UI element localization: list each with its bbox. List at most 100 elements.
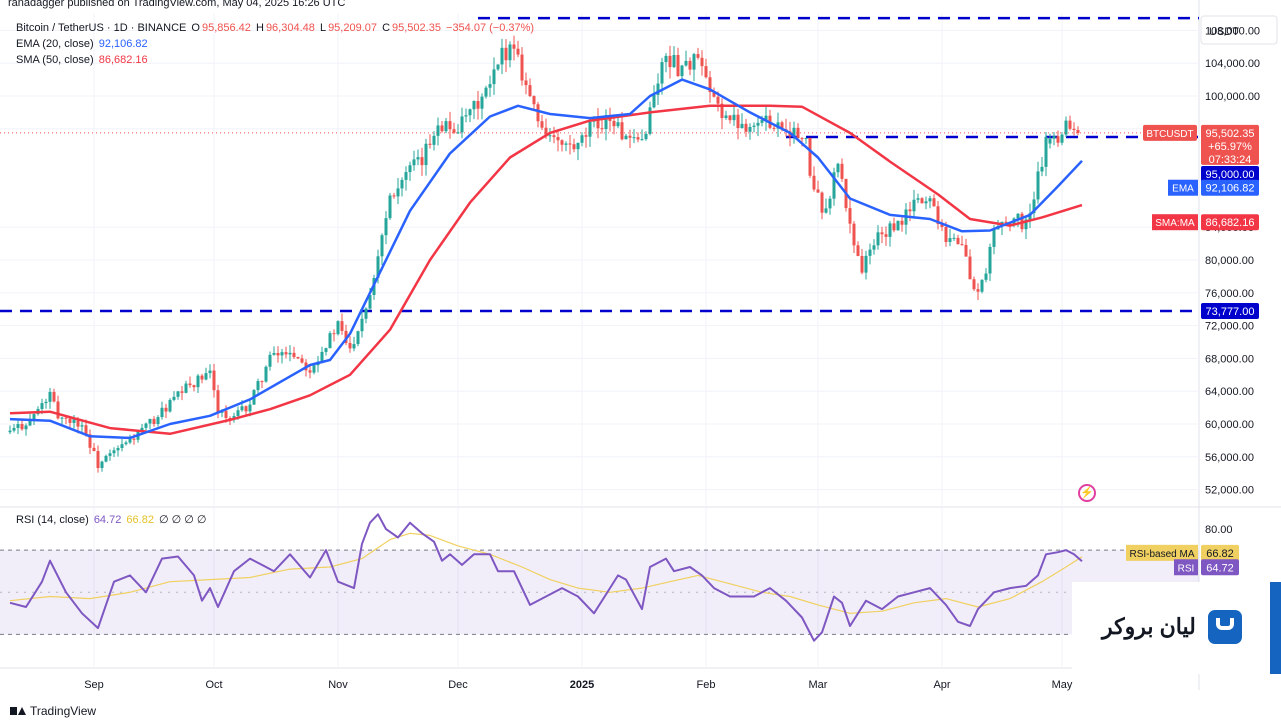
candle-body (504, 47, 508, 61)
time-tick-label: 2025 (570, 679, 594, 691)
candle-body (640, 139, 644, 141)
candle-body (944, 226, 948, 243)
candle-body (928, 198, 932, 202)
candle-body (664, 55, 668, 63)
ema-legend[interactable]: EMA (20, close) 92,106.82 (16, 36, 150, 52)
candle-body (692, 54, 696, 70)
candle-body (888, 223, 892, 237)
ema-20-line (9, 78, 1083, 440)
candle-body (816, 189, 820, 193)
price-badge-bg (1201, 124, 1259, 165)
symbol-legend[interactable]: Bitcoin / TetherUS · 1D · BINANCE O 95,85… (16, 20, 536, 36)
candle-body (360, 318, 364, 332)
sma-legend[interactable]: SMA (50, close) 86,682.16 (16, 52, 150, 68)
candle-body (280, 352, 284, 356)
candle-body (12, 428, 16, 431)
chart-grid (0, 0, 1281, 690)
candle-body (152, 418, 156, 425)
candle-body (972, 279, 976, 290)
level-73k-badge-text: 73,777.00 (1206, 306, 1255, 318)
price-badges: BTCUSDT 95,502.35+65.97%07:33:24 95,000.00… (1126, 124, 1259, 576)
candle-body (796, 127, 800, 139)
price-tick-label: 100,000.00 (1205, 91, 1260, 103)
level-95k-badge-bg (1201, 166, 1259, 182)
candle-body (1076, 129, 1080, 133)
candle-body (384, 218, 388, 236)
candle-body (412, 159, 416, 166)
time-tick-label: Oct (205, 679, 222, 691)
candle-body (992, 229, 996, 247)
price-tick-label: 52,000.00 (1205, 485, 1254, 497)
candle-body (64, 417, 68, 419)
tradingview-logo[interactable]: TradingView (10, 704, 96, 718)
rsi-ma-tag: RSI-based MA (1129, 549, 1194, 560)
candle-body (984, 273, 988, 280)
rsi-ma-legend-value: 66.82 (126, 514, 154, 526)
watermark-logo-icon (1208, 610, 1242, 644)
publisher-line: ranadagger published on TradingView.com,… (8, 0, 346, 9)
candle-body (860, 255, 864, 273)
candle-body (144, 423, 148, 428)
watermark-text: لیان بروکر (1102, 614, 1196, 639)
candle-body (256, 381, 260, 391)
rsi-extra: ∅ ∅ ∅ ∅ (159, 514, 207, 526)
candle-body (604, 115, 608, 130)
candle-body (952, 237, 956, 239)
candle-body (584, 135, 588, 137)
level-95k-badge-text: 95,000.00 (1206, 169, 1255, 181)
candle-body (740, 123, 744, 129)
candle-body (140, 427, 144, 432)
candle-body (16, 424, 20, 429)
candle-body (324, 348, 328, 352)
candle-body (188, 383, 192, 386)
price-tick-label: 80,000.00 (1205, 255, 1254, 267)
time-tick-label: May (1052, 679, 1073, 691)
candle-body (296, 357, 300, 359)
candle-body (356, 331, 360, 345)
candle-body (548, 135, 552, 137)
candle-body (540, 121, 544, 128)
currency-box[interactable] (1200, 15, 1278, 45)
ema-label: EMA (20, close) (16, 38, 94, 50)
candle-body (980, 279, 984, 292)
candle-body (20, 424, 24, 430)
time-tick-label: Sep (84, 679, 104, 691)
horizontal-levels[interactable] (0, 16, 1199, 313)
candle-body (404, 172, 408, 180)
candle-body (396, 188, 400, 197)
candle-body (456, 132, 460, 134)
price-badge-text: 95,502.35 (1206, 128, 1255, 140)
candle-body (620, 122, 624, 140)
candle-body (208, 370, 212, 374)
candle-body (320, 351, 324, 362)
sma-badge-bg (1201, 214, 1259, 231)
rsi-legend[interactable]: RSI (14, close) 64.72 66.82 ∅ ∅ ∅ ∅ (16, 512, 209, 528)
candle-body (648, 107, 652, 134)
candle-body (544, 127, 548, 137)
candle-body (428, 143, 432, 145)
candle-body (720, 103, 724, 118)
candle-body (724, 115, 728, 118)
candle-body (444, 121, 448, 132)
candle-body (976, 289, 980, 292)
flash-icon[interactable]: ⚡ (1078, 484, 1096, 502)
candle-body (60, 417, 64, 419)
candle-body (880, 232, 884, 235)
candle-body (352, 344, 356, 349)
candle-body (512, 44, 516, 49)
candle-body (300, 358, 304, 363)
candle-body (712, 92, 716, 97)
candle-body (176, 391, 180, 397)
candle-body (392, 195, 396, 197)
candle-body (76, 419, 80, 427)
candle-body (848, 208, 852, 224)
candle-body (656, 83, 660, 95)
candle-body (920, 198, 924, 204)
candle-body (532, 96, 536, 105)
candle-body (1004, 221, 1008, 224)
candle-body (596, 118, 600, 129)
candle-body (940, 223, 944, 227)
candle-body (956, 237, 960, 245)
candle-body (432, 135, 436, 145)
candle-body (896, 220, 900, 231)
